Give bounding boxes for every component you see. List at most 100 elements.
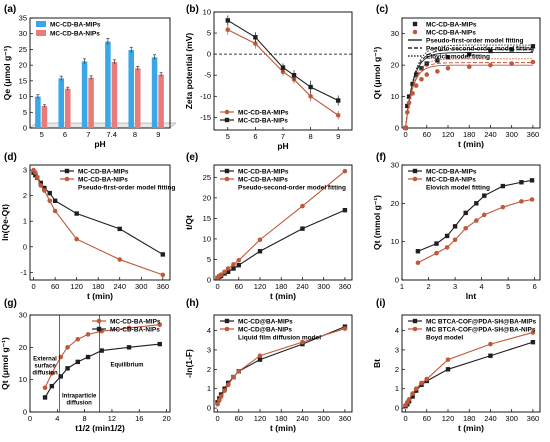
marker-circle	[481, 212, 487, 218]
series-line-i	[405, 331, 534, 406]
y-axis-label-d: ln(Qe-Qt)	[0, 204, 10, 241]
y-tick-label-d: 0	[23, 242, 27, 251]
panel-letter-i: (i)	[376, 298, 385, 309]
x-tick-label-f: 5	[506, 282, 510, 291]
marker-circle	[74, 236, 79, 242]
marker-circle	[410, 391, 415, 396]
marker-circle	[530, 59, 536, 65]
x-tick-label-d: 180	[92, 282, 105, 291]
marker-circle	[342, 168, 348, 174]
x-tick-label-i: 120	[442, 414, 455, 423]
x-axis-label-b: pH	[277, 141, 288, 151]
marker-circle	[75, 336, 81, 342]
marker-circle	[415, 260, 421, 266]
x-tick-label-i: 240	[484, 414, 497, 423]
marker-square	[452, 224, 458, 229]
marker-circle	[412, 326, 418, 332]
x-tick-label-g: 12	[108, 414, 116, 423]
marker-circle	[424, 72, 430, 77]
x-tick-label-b: 9	[336, 132, 340, 141]
x-tick-label-h: 300	[317, 414, 330, 423]
y-tick-label-b: 5	[207, 29, 211, 38]
marker-square	[342, 207, 348, 213]
marker-square	[99, 348, 104, 353]
y-tick-label-g: 0	[23, 408, 27, 417]
region-label: External	[33, 356, 57, 362]
region-label: Intraparticle	[62, 393, 97, 399]
region-label: diffusion	[32, 370, 58, 376]
y-tick-label-h: 1	[207, 384, 211, 393]
region-label: Equilibrium	[110, 363, 143, 369]
x-tick-label-b: 7	[281, 132, 285, 141]
marker-circle	[413, 386, 419, 392]
marker-square	[42, 185, 47, 191]
marker-circle	[160, 272, 166, 278]
marker-circle	[253, 41, 258, 46]
marker-circle	[405, 109, 410, 115]
marker-square	[410, 81, 415, 87]
y-tick-label-e: 0	[207, 276, 211, 285]
panel-i: (i) 0 1 2 3 4 0 60 120 180 240 300 360 t (min) Bt MC BT…	[372, 298, 541, 433]
x-tick-label-h: 180	[275, 414, 288, 423]
marker-square	[58, 374, 63, 379]
x-axis-label-a: pH	[94, 139, 105, 149]
y-tick-label-c: 10	[391, 92, 399, 101]
marker-square	[415, 249, 421, 254]
marker-circle	[434, 250, 439, 256]
marker-circle	[445, 357, 451, 362]
legend-label: MC-CD@BA-NIPs	[238, 327, 292, 334]
bar-nips	[41, 106, 48, 128]
x-tick-label-g: 20	[162, 414, 170, 423]
y-tick-label-d: 2	[23, 191, 27, 200]
marker-circle	[236, 368, 242, 374]
y-tick-label-c: 20	[391, 61, 399, 70]
x-tick-label-f: 4	[480, 282, 484, 291]
marker-square	[410, 394, 415, 399]
y-axis-label-f: Qt (mmol g⁻¹)	[372, 195, 382, 250]
y-tick-label-b: -10	[200, 92, 211, 101]
marker-circle	[308, 93, 313, 99]
marker-circle	[257, 353, 263, 359]
marker-circle	[42, 188, 47, 193]
marker-square	[413, 72, 419, 77]
x-axis-label-f: lnt	[466, 291, 477, 301]
marker-square	[224, 168, 230, 174]
marker-circle	[117, 257, 123, 262]
marker-square	[444, 233, 450, 239]
marker-square	[412, 168, 418, 174]
marker-square	[406, 94, 412, 99]
series-line-b	[227, 19, 339, 101]
bar-nips	[65, 88, 71, 128]
marker-circle	[126, 325, 132, 331]
legend-label: MC-CD@BA-MIPs	[238, 319, 293, 326]
y-axis-label-g: Qt (μmol g⁻¹)	[0, 337, 10, 390]
marker-circle	[519, 199, 524, 204]
marker-circle	[452, 237, 458, 243]
legend-label: MC-CD-BA-MIPs	[78, 169, 129, 176]
legend-label: MC-CD-BA-NIPs	[238, 118, 288, 125]
plot-frame-e	[213, 164, 353, 281]
x-tick-label-f: 3	[453, 282, 457, 291]
legend-label: MC-CD-BA-MIPs	[50, 22, 101, 29]
legend-label: MC-CD-BA-NIPs	[50, 31, 100, 38]
marker-square	[47, 190, 52, 196]
marker-circle	[419, 76, 424, 82]
marker-square	[74, 211, 79, 216]
plot-frame-a	[29, 17, 171, 129]
x-axis-label-h: t (min)	[270, 423, 296, 433]
y-tick-label-d: -1	[20, 268, 27, 277]
x-tick-label-b: 8	[309, 132, 313, 141]
marker-circle	[47, 198, 53, 204]
fit-curve-c	[405, 44, 533, 129]
marker-circle	[222, 388, 227, 393]
x-axis-label-g: t1/2 (min1/2)	[75, 423, 125, 433]
fit-curve-c	[405, 58, 533, 129]
y-tick-label-i: 2	[395, 365, 399, 374]
marker-square	[160, 252, 166, 257]
marker-circle	[500, 204, 506, 210]
y-tick-label-f: 30	[391, 161, 399, 170]
marker-square	[336, 98, 341, 103]
marker-square	[117, 226, 122, 232]
x-tick-label-d: 120	[70, 282, 83, 291]
